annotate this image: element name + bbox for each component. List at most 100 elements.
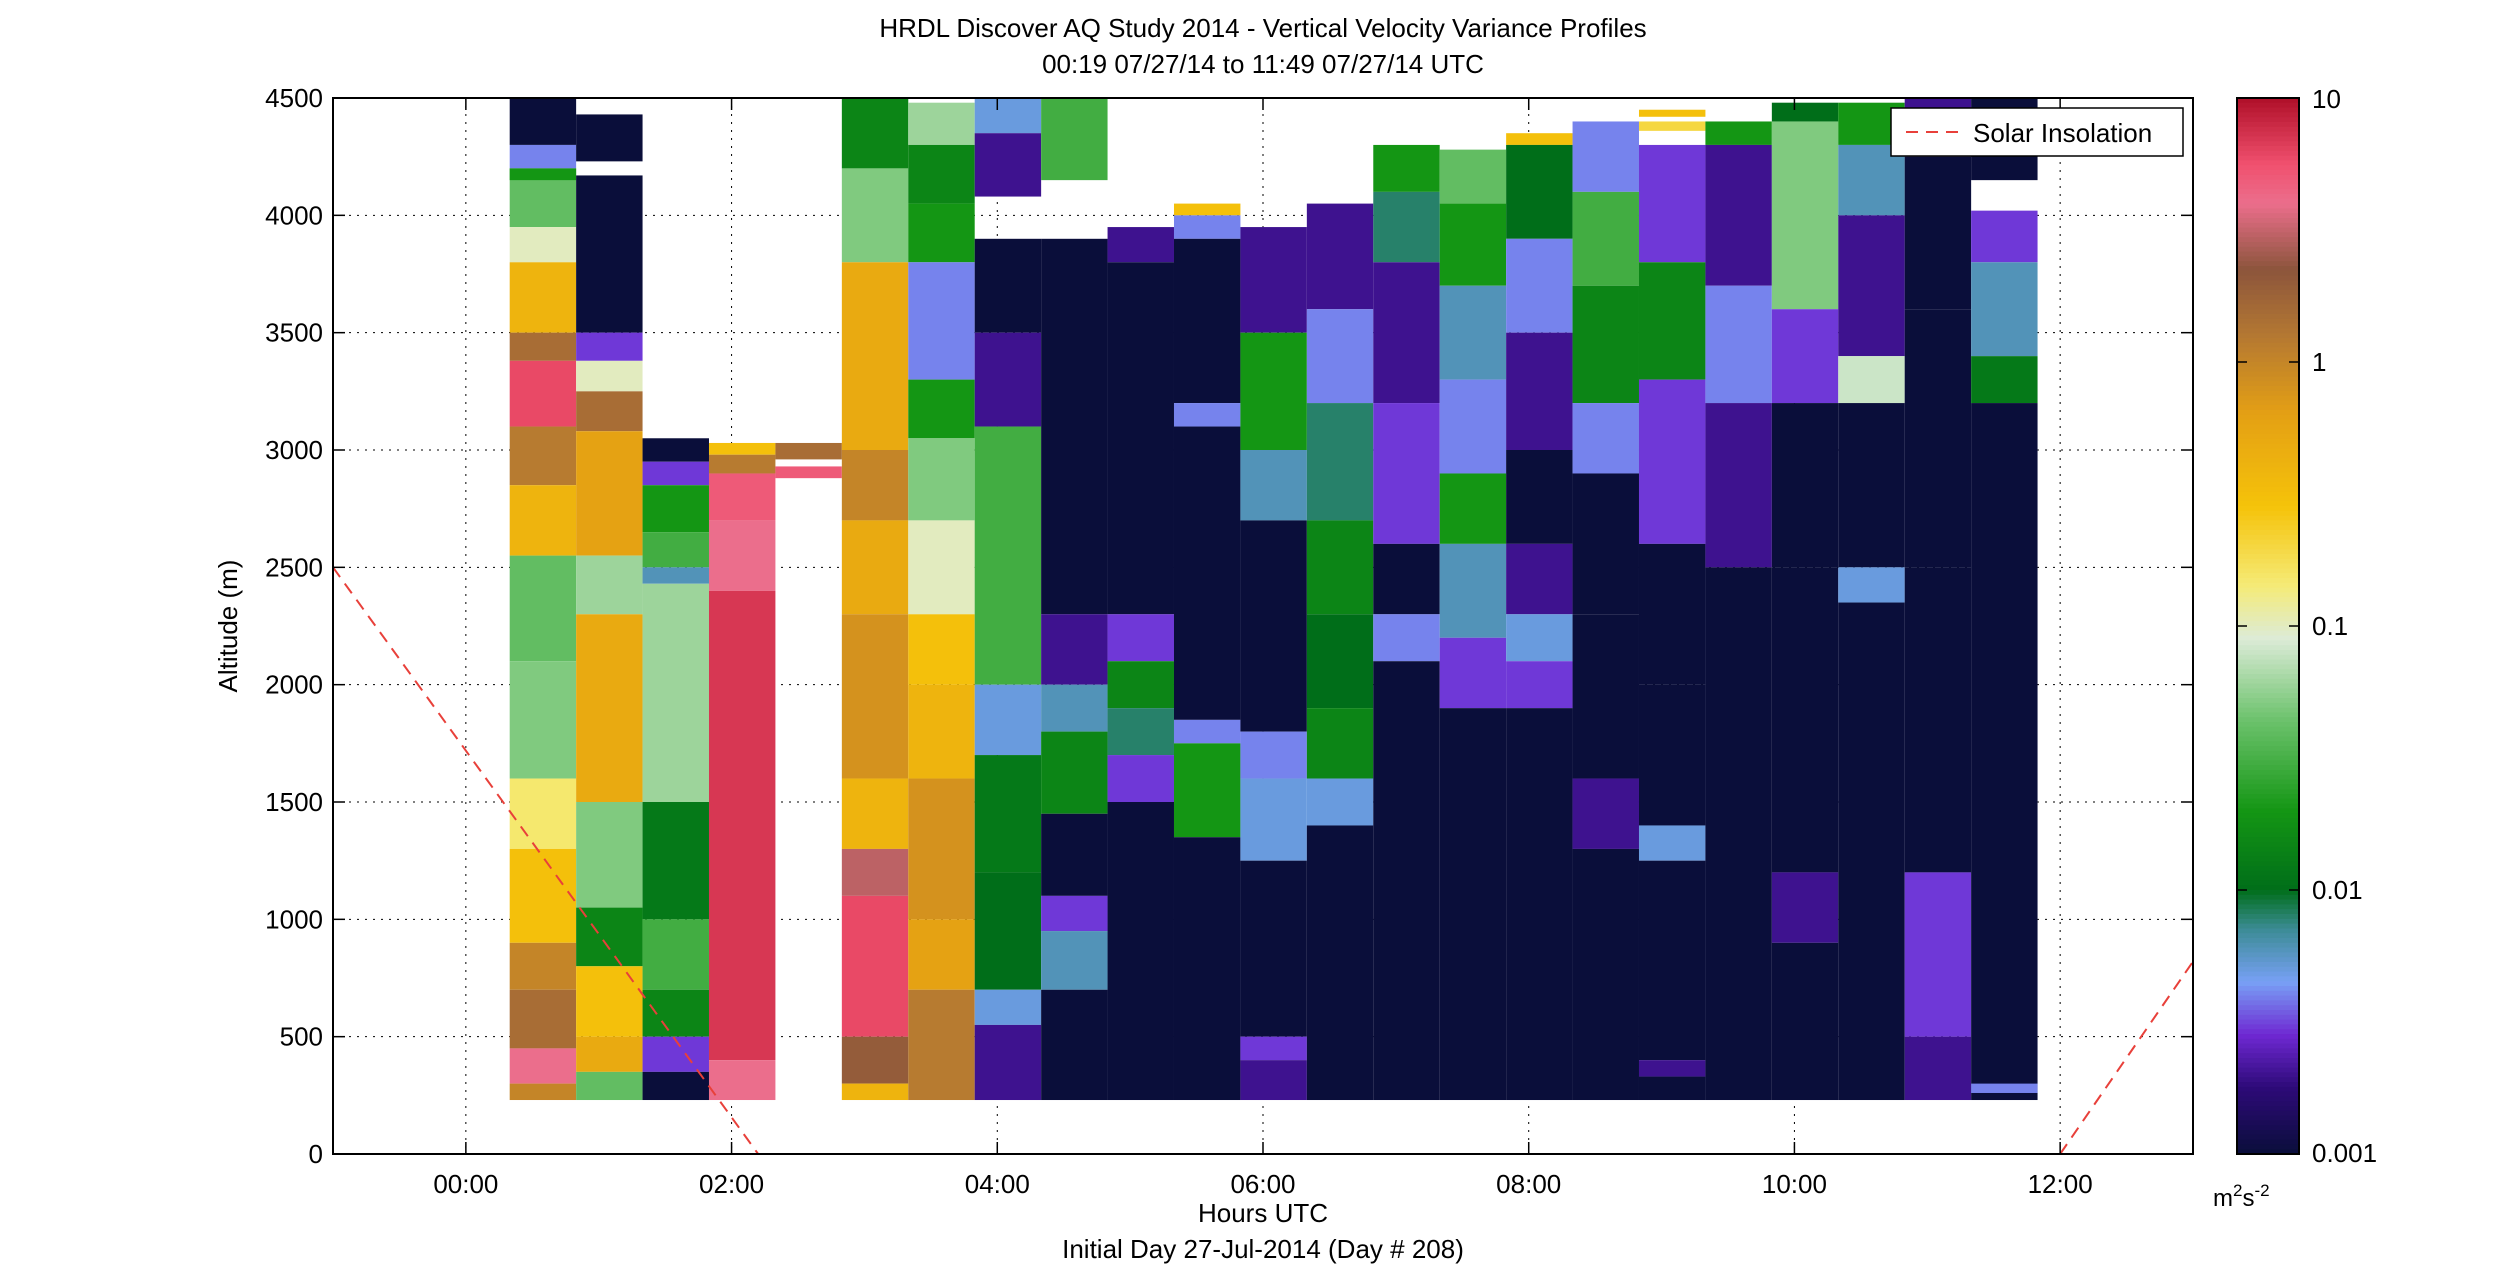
colorbar-step — [2237, 328, 2299, 335]
variance-cell — [1306, 708, 1374, 779]
colorbar-step — [2237, 198, 2299, 205]
colorbar-step — [2237, 1096, 2299, 1103]
chart-title: HRDL Discover AQ Study 2014 - Vertical V… — [879, 13, 1646, 43]
variance-cell — [1107, 614, 1174, 662]
x-tick-label: 12:00 — [2028, 1169, 2093, 1199]
variance-cell — [708, 590, 776, 1061]
variance-cell — [841, 168, 909, 263]
variance-cell — [576, 431, 643, 556]
variance-cell — [1439, 203, 1507, 286]
colorbar-tick-label: 0.001 — [2312, 1138, 2377, 1168]
variance-cell — [576, 614, 643, 802]
variance-cell — [1904, 309, 1972, 568]
colorbar-step — [2237, 765, 2299, 771]
colorbar-step — [2237, 381, 2299, 387]
variance-cell — [1240, 731, 1307, 779]
variance-cell — [1041, 684, 1108, 732]
colorbar-step — [2237, 458, 2299, 464]
x-tick-label: 10:00 — [1762, 1169, 1827, 1199]
variance-cell — [841, 1083, 909, 1101]
variance-cell — [1638, 144, 1706, 263]
variance-cell — [1041, 238, 1108, 615]
colorbar-step — [2237, 448, 2299, 455]
colorbar-step — [2237, 98, 2299, 104]
colorbar-step — [2237, 880, 2299, 887]
colorbar-step — [2237, 429, 2299, 435]
colorbar-step — [2237, 395, 2299, 402]
colorbar-step — [2237, 414, 2299, 421]
variance-cell — [1971, 1083, 2038, 1093]
variance-cell — [1107, 755, 1174, 802]
profile-column — [1572, 121, 1639, 1101]
profile-column — [1373, 144, 1440, 1101]
variance-cell — [1373, 614, 1440, 662]
colorbar-step — [2237, 1034, 2299, 1040]
variance-cell — [509, 848, 577, 943]
colorbar-step — [2237, 654, 2299, 661]
variance-cell — [841, 778, 909, 849]
colorbar-step — [2237, 918, 2299, 925]
axis-ticks: 00:00 02:00 04:00 06:00 08:00 10:00 12:00 0 500 1… — [265, 83, 2193, 1199]
variance-cell — [1107, 661, 1174, 709]
variance-cell — [576, 360, 643, 392]
colorbar-step — [2237, 717, 2299, 723]
variance-cell — [1173, 719, 1241, 744]
colorbar-step — [2237, 1019, 2299, 1026]
colorbar-step — [2237, 390, 2299, 397]
colorbar-step — [2237, 803, 2299, 810]
colorbar-step — [2237, 170, 2299, 176]
colorbar-step — [2237, 904, 2299, 911]
profile-column — [1638, 109, 1706, 1101]
colorbar-step — [2237, 933, 2299, 939]
colorbar-step — [2237, 808, 2299, 815]
variance-cell — [509, 262, 577, 333]
colorbar-step — [2237, 501, 2299, 507]
colorbar-ticks: 10 1 0.1 0.01 0.001 — [2237, 84, 2377, 1168]
y-tick-label: 500 — [280, 1022, 323, 1052]
variance-cell — [1638, 109, 1706, 117]
variance-cell — [1373, 144, 1440, 192]
variance-cell — [576, 391, 643, 432]
colorbar-step — [2237, 558, 2299, 565]
colorbar-step — [2237, 1005, 2299, 1011]
variance-cell — [1439, 149, 1507, 204]
colorbar-step — [2237, 208, 2299, 215]
variance-cell — [1638, 121, 1706, 131]
colorbar-step — [2237, 544, 2299, 551]
variance-cell — [1240, 1036, 1307, 1061]
variance-cell — [1373, 661, 1440, 1101]
colorbar-step — [2237, 602, 2299, 608]
variance-cell — [908, 379, 975, 439]
colorbar-step — [2237, 462, 2299, 469]
variance-cell — [1373, 262, 1440, 404]
profile-column — [1041, 98, 1108, 1101]
colorbar-step — [2237, 136, 2299, 143]
variance-cell — [576, 332, 643, 361]
variance-cell — [974, 755, 1042, 873]
variance-cell — [642, 438, 709, 462]
colorbar-step — [2237, 923, 2299, 930]
colorbar-step — [2237, 294, 2299, 301]
variance-cell — [509, 942, 577, 990]
variance-cell — [908, 203, 975, 263]
variance-cell — [1041, 895, 1108, 932]
colorbar-step — [2237, 189, 2299, 195]
profile-column — [1240, 227, 1307, 1101]
variance-cell — [1439, 637, 1507, 709]
colorbar-step — [2237, 966, 2299, 973]
variance-cell — [642, 485, 709, 533]
variance-cell — [841, 520, 909, 615]
colorbar-step — [2237, 621, 2299, 627]
variance-cell — [1838, 356, 1905, 404]
colorbar-step — [2237, 419, 2299, 426]
colorbar-step — [2237, 1149, 2299, 1154]
colorbar-step — [2237, 246, 2299, 253]
variance-cell — [1838, 602, 1905, 1101]
x-tick-label: 00:00 — [433, 1169, 498, 1199]
colorbar-step — [2237, 698, 2299, 704]
colorbar-step — [2237, 971, 2299, 978]
profile-column — [841, 98, 909, 1101]
colorbar-step — [2237, 222, 2299, 229]
colorbar-step — [2237, 213, 2299, 219]
variance-cell — [908, 778, 975, 920]
